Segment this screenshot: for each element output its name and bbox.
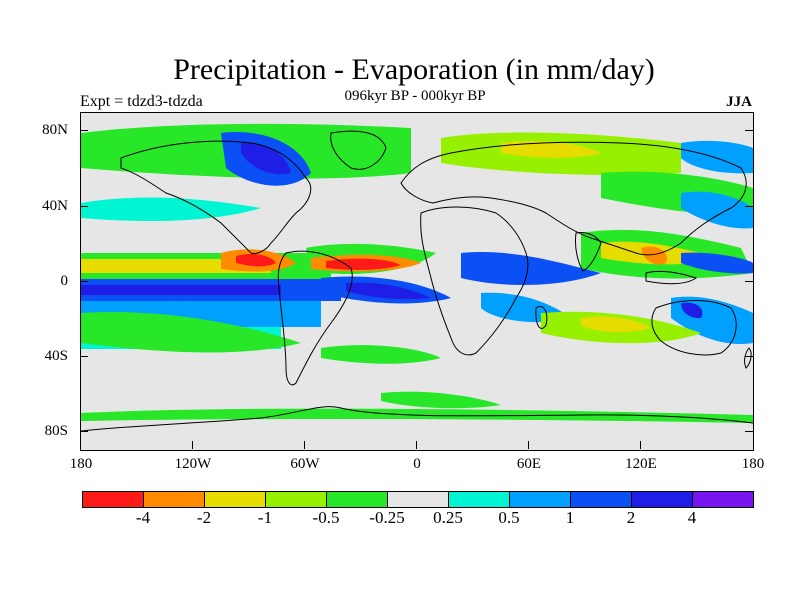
lat-label-0: 0 <box>60 273 69 289</box>
map-panel <box>80 112 754 451</box>
coastline-eurasia <box>400 141 747 256</box>
precip-field <box>81 123 753 423</box>
colorbar-box <box>632 492 693 507</box>
colorbar-label: 1 <box>565 508 575 527</box>
colorbar-box <box>388 492 449 507</box>
lat-tick <box>80 356 88 357</box>
pe-field-map <box>81 123 753 432</box>
chart-subtitle: 096kyr BP - 000kyr BP <box>344 88 486 104</box>
colorbar-label: -0.5 <box>312 508 340 527</box>
colorbar-box <box>144 492 205 507</box>
lat-tick <box>745 356 753 357</box>
field-patch <box>236 253 276 267</box>
colorbar-box <box>83 492 144 507</box>
coastline-india <box>575 232 602 272</box>
coastline-north-america <box>120 140 312 254</box>
colorbar <box>82 491 754 508</box>
colorbar-label: 2 <box>626 508 636 527</box>
lon-label-180e: 180 <box>741 456 765 472</box>
chart-title: Precipitation - Evaporation (in mm/day) <box>173 53 655 86</box>
experiment-label: Expt = tdzd3-tdzda <box>80 93 203 110</box>
colorbar-box <box>449 492 510 507</box>
field-patch <box>81 312 301 353</box>
field-patch <box>346 282 431 300</box>
coastline-greenland <box>330 130 387 170</box>
colorbar-label: -4 <box>135 508 151 527</box>
lon-label-60w: 60W <box>290 456 320 472</box>
colorbar-box <box>693 492 753 507</box>
colorbar-label: 0.5 <box>498 508 520 527</box>
season-label: JJA <box>726 94 752 110</box>
lat-tick <box>745 130 753 131</box>
coastlines <box>81 130 753 432</box>
lat-label-40s: 40S <box>44 348 68 364</box>
colorbar-box <box>266 492 327 507</box>
field-patch <box>81 197 261 221</box>
colorbar-label: -0.25 <box>369 508 405 527</box>
lat-label-80s: 80S <box>44 423 68 439</box>
colorbar-label: 0.25 <box>433 508 463 527</box>
colorbar-label: 4 <box>687 508 697 527</box>
coastline-antarctica <box>81 406 753 432</box>
field-patch <box>681 252 753 274</box>
field-patch <box>461 252 601 285</box>
colorbar-label: -2 <box>196 508 212 527</box>
lon-label-120e: 120E <box>625 456 657 472</box>
coastline-new-zealand <box>744 347 752 369</box>
lon-label-180w: 180 <box>69 456 93 472</box>
field-patch <box>326 258 401 270</box>
lat-tick <box>745 281 753 282</box>
lat-label-40n: 40N <box>42 198 68 214</box>
lon-tick <box>192 441 193 449</box>
field-patch <box>241 142 291 175</box>
lat-tick <box>80 130 88 131</box>
lat-tick <box>745 431 753 432</box>
lon-label-120w: 120W <box>174 456 212 472</box>
coastline-south-america <box>277 250 353 386</box>
field-patch <box>581 316 651 333</box>
lon-tick <box>416 441 417 449</box>
lat-label-80n: 80N <box>42 122 68 138</box>
lat-tick <box>745 206 753 207</box>
coastline-madagascar <box>535 306 548 329</box>
lat-tick <box>80 206 88 207</box>
coastline-africa <box>420 206 529 356</box>
lat-tick <box>80 281 88 282</box>
field-patch <box>381 391 501 409</box>
field-patch <box>81 408 753 423</box>
lon-label-60e: 60E <box>516 456 542 472</box>
coastline-australia <box>651 300 737 356</box>
field-patch <box>681 302 703 319</box>
lon-tick <box>640 441 641 449</box>
colorbar-box <box>510 492 571 507</box>
lon-tick <box>304 441 305 449</box>
colorbar-box <box>327 492 388 507</box>
field-patch <box>501 141 601 158</box>
field-patch <box>641 246 667 265</box>
colorbar-box <box>571 492 632 507</box>
field-patch <box>321 345 441 364</box>
lon-tick <box>528 441 529 449</box>
lat-tick <box>80 431 88 432</box>
field-patch <box>681 140 753 174</box>
lon-label-0: 0 <box>413 456 421 472</box>
coastline-indonesia <box>645 270 698 285</box>
colorbar-box <box>205 492 266 507</box>
field-band <box>81 285 281 295</box>
colorbar-label: -1 <box>257 508 273 527</box>
field-patch <box>681 191 753 229</box>
